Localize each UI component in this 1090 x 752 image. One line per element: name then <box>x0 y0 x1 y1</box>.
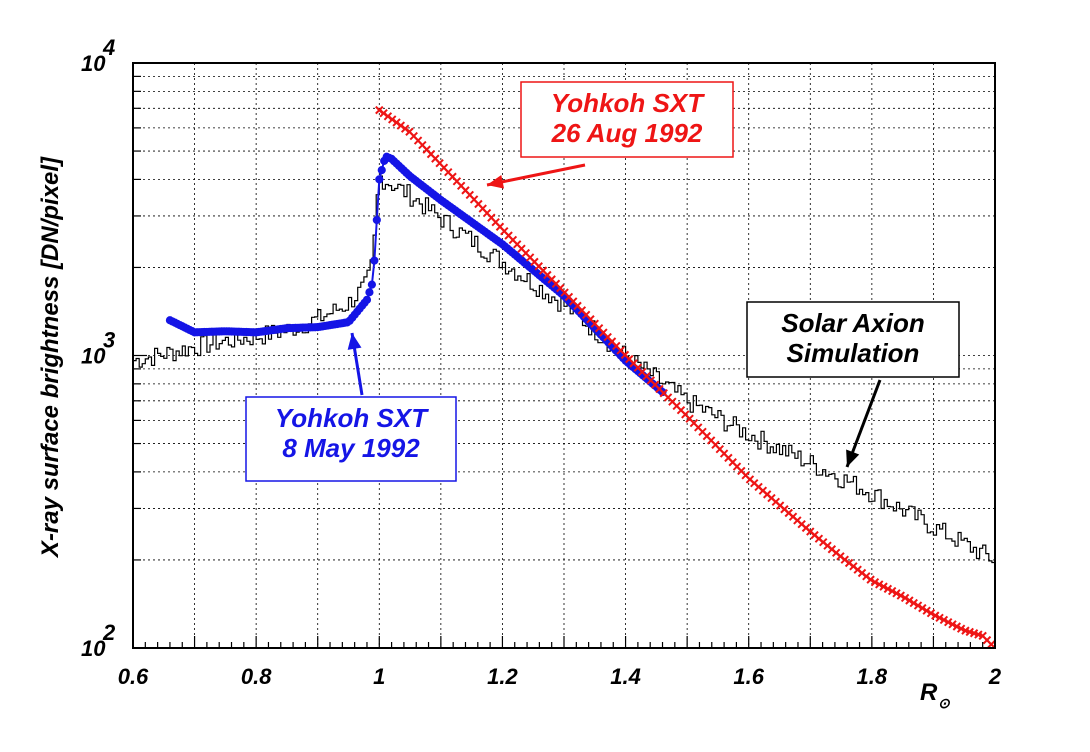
data-point-cross <box>879 582 888 591</box>
x-tick-label: 1.2 <box>487 664 518 689</box>
data-point-cross <box>943 617 953 627</box>
series-layer <box>133 105 996 649</box>
data-point-cross <box>918 603 927 613</box>
data-point-cross <box>922 606 931 615</box>
data-point-cross <box>870 577 880 587</box>
data-point-cross <box>909 598 918 608</box>
data-point-cross <box>887 586 897 596</box>
data-point-cross <box>896 591 906 600</box>
annotation-box <box>520 81 734 158</box>
annotation-text: Yohkoh SXT <box>551 88 705 118</box>
x-axis-label-subscript: ⊙ <box>938 695 951 711</box>
data-point-cross <box>892 589 901 598</box>
annotation-text: Yohkoh SXT <box>275 403 429 433</box>
annotation-box <box>746 301 960 378</box>
x-axis-label: R <box>920 679 938 706</box>
x-tick-label: 1.8 <box>857 664 888 689</box>
y-tick-label: 10 <box>81 636 106 661</box>
data-point-cross <box>935 613 944 622</box>
x-tick-label: 0.6 <box>118 664 149 689</box>
data-point-cross <box>905 596 914 605</box>
annotation-text: Simulation <box>787 338 920 368</box>
y-tick-label-exponent: 4 <box>102 35 115 60</box>
annotation-arrow-head <box>846 449 860 467</box>
data-point-cross <box>952 622 962 631</box>
data-point-cross <box>926 609 936 618</box>
data-point-cross <box>987 640 996 649</box>
y-axis-label: X-ray surface brightness [DN/pixel] <box>37 156 64 559</box>
data-point-cross <box>939 615 949 625</box>
data-point-cross <box>956 624 966 633</box>
x-tick-label: 1.4 <box>610 664 641 689</box>
data-point-cross <box>913 601 923 610</box>
annotation-box <box>245 396 457 482</box>
series-yohkoh-sxt-26-aug-1992 <box>375 105 996 649</box>
annotation-text: Solar Axion <box>781 308 925 338</box>
data-point-cross <box>948 620 957 629</box>
y-tick-label-exponent: 3 <box>103 328 115 353</box>
annotation-text: 26 Aug 1992 <box>551 118 703 148</box>
data-point-dot <box>375 175 384 184</box>
series-yohkoh-sxt-8-may-1992 <box>165 152 667 397</box>
data-point-cross <box>866 575 875 584</box>
data-point-cross <box>931 611 940 620</box>
x-tick-label: 0.8 <box>241 664 272 689</box>
data-point-dot <box>367 280 376 289</box>
annotation-arrow-line <box>486 163 586 187</box>
y-tick-label: 10 <box>81 51 106 76</box>
x-tick-label: 1.6 <box>733 664 764 689</box>
y-tick-label: 10 <box>81 344 106 369</box>
x-tick-label: 1 <box>373 664 385 689</box>
data-point-dot <box>377 166 386 175</box>
data-point-cross <box>875 580 884 589</box>
annotation-arrow-head <box>347 333 362 350</box>
annotation-arrow-head <box>487 174 505 189</box>
data-point-dot <box>365 288 374 297</box>
data-point-cross <box>900 593 910 603</box>
annotation-text: 8 May 1992 <box>282 433 420 463</box>
data-point-cross <box>883 584 893 594</box>
data-point-dot <box>372 215 381 225</box>
data-connector <box>169 155 664 393</box>
y-tick-label-exponent: 2 <box>102 620 116 645</box>
data-point-dot <box>362 295 372 304</box>
x-tick-label: 2 <box>988 664 1002 689</box>
data-point-dot <box>370 256 379 265</box>
